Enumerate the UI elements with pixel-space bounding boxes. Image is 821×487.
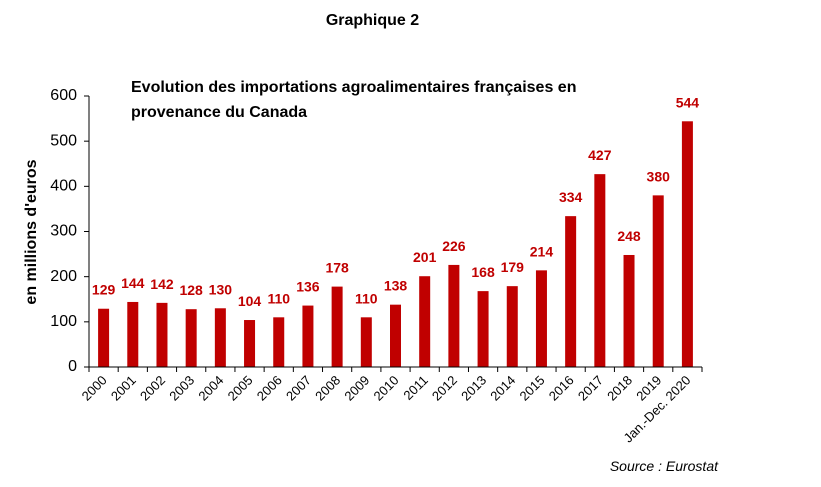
data-label: 138 bbox=[384, 278, 408, 294]
bar bbox=[390, 304, 401, 367]
data-label: 179 bbox=[501, 259, 525, 275]
chart-title-line1: Evolution des importations agroalimentai… bbox=[131, 79, 576, 96]
bar bbox=[302, 305, 314, 367]
data-label: 104 bbox=[238, 293, 262, 309]
bar bbox=[331, 286, 343, 367]
bar bbox=[594, 174, 606, 367]
data-label: 201 bbox=[413, 249, 437, 265]
data-label: 248 bbox=[617, 228, 641, 244]
bar bbox=[681, 121, 693, 367]
figure-heading: Graphique 2 bbox=[325, 12, 420, 29]
x-tick-label: 2009 bbox=[341, 373, 372, 404]
y-tick-label: 500 bbox=[50, 132, 77, 149]
bar bbox=[244, 320, 256, 367]
data-label: 178 bbox=[325, 260, 349, 276]
bar bbox=[477, 291, 489, 367]
y-tick-label: 0 bbox=[68, 358, 77, 375]
bar bbox=[185, 309, 197, 367]
data-label: 214 bbox=[530, 243, 554, 259]
x-tick-label: 2017 bbox=[575, 373, 606, 404]
data-label: 136 bbox=[296, 279, 320, 295]
bar bbox=[448, 264, 460, 367]
bar bbox=[565, 216, 577, 367]
bar bbox=[127, 301, 139, 367]
bar bbox=[273, 317, 285, 367]
source-note: Source : Eurostat bbox=[609, 458, 718, 474]
data-label: 226 bbox=[442, 238, 466, 254]
bar bbox=[419, 276, 431, 367]
data-label: 142 bbox=[150, 276, 174, 292]
x-tick-label: 2006 bbox=[254, 373, 285, 404]
x-tick-label: 2011 bbox=[400, 373, 430, 403]
data-label: 144 bbox=[121, 275, 145, 291]
y-tick-label: 300 bbox=[50, 223, 77, 240]
data-label: 334 bbox=[559, 189, 583, 205]
bar bbox=[652, 195, 664, 367]
chart-title-line2: provenance du Canada bbox=[131, 104, 307, 121]
data-label: 427 bbox=[588, 147, 612, 163]
x-tick-label: 2018 bbox=[604, 373, 635, 404]
data-label: 130 bbox=[209, 281, 233, 297]
y-tick-label: 200 bbox=[50, 268, 77, 285]
data-label: 380 bbox=[647, 168, 671, 184]
x-tick-label: 2014 bbox=[487, 373, 518, 404]
bar bbox=[535, 270, 547, 367]
data-label: 129 bbox=[92, 282, 116, 298]
x-tick-label: 2003 bbox=[166, 373, 197, 404]
x-tick-label: 2002 bbox=[137, 373, 168, 404]
data-label: 168 bbox=[471, 264, 495, 280]
data-label: 128 bbox=[179, 282, 203, 298]
x-tick-label: 2000 bbox=[79, 373, 110, 404]
bar bbox=[214, 308, 226, 367]
x-tick-label: 2012 bbox=[429, 373, 460, 404]
data-label: 110 bbox=[355, 290, 378, 306]
x-tick-label: 2015 bbox=[517, 373, 548, 404]
x-tick-label: 2004 bbox=[195, 373, 226, 404]
x-tick-label: 2007 bbox=[283, 373, 314, 404]
x-tick-label: 2005 bbox=[225, 373, 256, 404]
x-tick-label: 2013 bbox=[458, 373, 489, 404]
y-tick-label: 400 bbox=[50, 178, 77, 195]
data-label: 110 bbox=[267, 290, 290, 306]
y-tick-label: 600 bbox=[50, 87, 77, 104]
x-tick-label: 2001 bbox=[108, 373, 139, 404]
bar bbox=[98, 308, 110, 367]
x-tick-label: 2016 bbox=[546, 373, 577, 404]
bar bbox=[506, 286, 518, 367]
bar bbox=[623, 254, 635, 367]
y-axis-label: en millions d'euros bbox=[23, 159, 40, 304]
x-tick-label: 2010 bbox=[371, 373, 402, 404]
x-tick-label: 2008 bbox=[312, 373, 343, 404]
data-label: 544 bbox=[676, 94, 700, 110]
y-tick-label: 100 bbox=[50, 313, 77, 330]
bar bbox=[156, 302, 168, 367]
bar bbox=[360, 317, 372, 367]
